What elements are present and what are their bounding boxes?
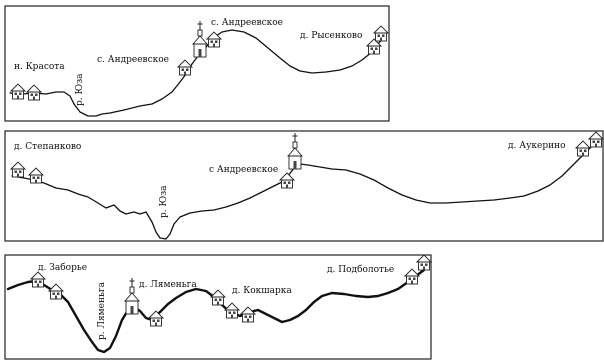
label-andreevskoe: с Андреевское [209,165,278,175]
label-krasota: н. Красота [14,62,65,72]
label-zaborye: д. Заборье [38,262,87,273]
panel-middle: д. Степанково с Андреевское р. Юза д. Ау… [4,130,604,242]
terrain-line [9,29,384,117]
label-podbolotye: д. Подболотье [327,264,394,275]
panel-frame [4,254,432,360]
label-andreevskoe-2: с. Андреевское [211,18,283,28]
label-kokshara: д. Кокшарка [232,286,292,296]
label-river: р. Юза [75,73,85,106]
terrain-line [11,140,600,240]
label-stepankovo: д. Степанково [14,142,81,152]
label-lyamenga: д. Ляменьга [139,280,197,290]
label-aukerino: д. Аукерино [508,141,566,151]
label-andreevskoe-1: с. Андреевское [97,55,169,65]
panel-frame [4,5,390,122]
panel-bottom: д. Заборье р. Ляменьга д. Ляменьга д. Ко… [4,254,432,360]
label-river: р. Юза [159,185,169,218]
panel-frame [4,130,604,242]
panel-top: н. Красота р. Юза с. Андреевское с. Андр… [4,5,390,122]
label-rysenkovo: д. Рысенково [300,31,362,41]
terrain-line [6,268,426,354]
label-river: р. Ляменьга [97,281,107,340]
